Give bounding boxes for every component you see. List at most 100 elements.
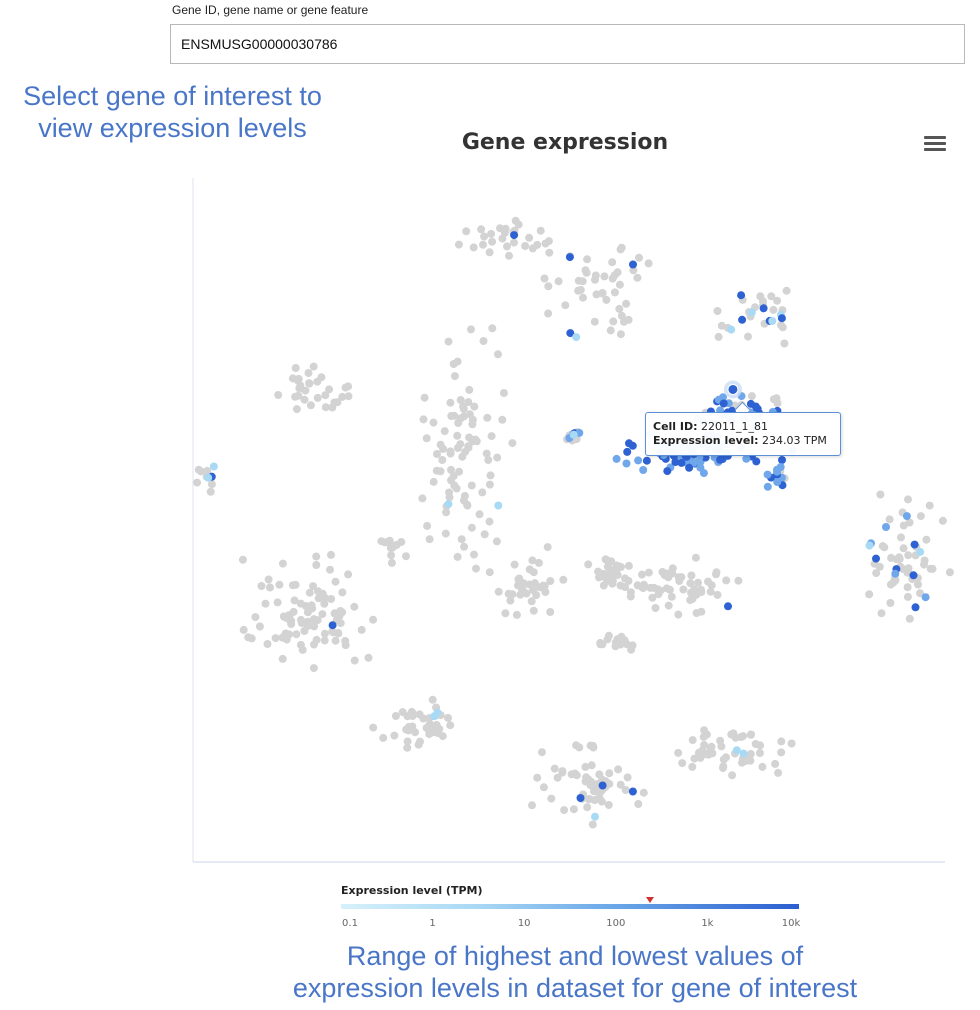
scatter-point[interactable] [415, 710, 424, 719]
scatter-point[interactable] [569, 430, 578, 439]
scatter-point[interactable] [472, 437, 481, 446]
scatter-point[interactable] [444, 500, 453, 509]
scatter-point[interactable] [625, 439, 633, 448]
scatter-point[interactable] [685, 463, 694, 472]
scatter-point[interactable] [328, 403, 337, 412]
scatter-point[interactable] [688, 736, 697, 745]
scatter-point[interactable] [575, 743, 584, 752]
scatter-point[interactable] [209, 462, 218, 471]
scatter-point[interactable] [403, 712, 412, 721]
scatter-point[interactable] [902, 512, 911, 521]
scatter-point[interactable] [432, 466, 441, 475]
scatter-point[interactable] [304, 369, 313, 377]
scatter-point[interactable] [596, 640, 605, 649]
scatter-point[interactable] [905, 614, 914, 623]
scatter-point[interactable] [455, 467, 464, 476]
scatter-point[interactable] [461, 447, 470, 456]
scatter-point[interactable] [325, 385, 334, 394]
scatter-point[interactable] [422, 434, 431, 443]
scatter-point[interactable] [716, 736, 725, 745]
scatter-point[interactable] [583, 255, 592, 264]
scatter-point[interactable] [303, 608, 312, 617]
scatter-point[interactable] [467, 481, 476, 490]
scatter-point[interactable] [777, 314, 786, 323]
scatter-point[interactable] [605, 779, 614, 788]
scatter-point[interactable] [514, 575, 523, 584]
scatter-point[interactable] [561, 301, 570, 310]
scatter-point[interactable] [922, 535, 931, 544]
scatter-point[interactable] [597, 797, 606, 806]
scatter-point[interactable] [633, 581, 642, 590]
scatter-point[interactable] [305, 379, 314, 388]
scatter-point[interactable] [313, 377, 322, 386]
hamburger-menu-icon[interactable] [924, 136, 946, 154]
scatter-point[interactable] [309, 664, 318, 673]
scatter-point[interactable] [547, 794, 556, 803]
scatter-point[interactable] [462, 227, 471, 236]
scatter-point[interactable] [759, 304, 768, 313]
scatter-point[interactable] [456, 396, 465, 404]
scatter-point[interactable] [541, 239, 550, 248]
scatter-point[interactable] [642, 456, 651, 465]
scatter-point[interactable] [387, 541, 396, 550]
scatter-point[interactable] [648, 593, 657, 602]
scatter-point[interactable] [306, 401, 315, 410]
scatter-point[interactable] [204, 473, 213, 482]
scatter-point[interactable] [719, 755, 728, 764]
scatter-point[interactable] [414, 740, 423, 749]
scatter-point[interactable] [928, 564, 937, 573]
scatter-point[interactable] [453, 431, 462, 440]
scatter-point[interactable] [782, 286, 791, 295]
scatter-point[interactable] [298, 645, 307, 654]
scatter-point[interactable] [595, 573, 603, 582]
scatter-point[interactable] [444, 337, 453, 346]
scatter-point[interactable] [326, 565, 334, 574]
scatter-point[interactable] [521, 242, 530, 250]
scatter-point[interactable] [475, 510, 484, 519]
scatter-point[interactable] [777, 748, 786, 757]
scatter-point[interactable] [281, 613, 290, 622]
scatter-point[interactable] [591, 812, 599, 821]
scatter-point[interactable] [623, 447, 632, 456]
scatter-point[interactable] [891, 569, 900, 578]
scatter-point[interactable] [880, 543, 889, 552]
scatter-point[interactable] [583, 803, 592, 812]
scatter-point[interactable] [468, 420, 477, 429]
scatter-point[interactable] [341, 383, 350, 392]
scatter-point[interactable] [591, 271, 600, 280]
scatter-point[interactable] [581, 762, 590, 771]
scatter-point[interactable] [493, 453, 502, 462]
scatter-point[interactable] [773, 296, 782, 305]
scatter-point[interactable] [498, 415, 507, 424]
scatter-point[interactable] [579, 293, 587, 302]
scatter-point[interactable] [584, 560, 593, 569]
scatter-point[interactable] [429, 418, 438, 427]
scatter-point[interactable] [612, 454, 621, 463]
scatter-point[interactable] [450, 481, 459, 490]
scatter-point[interactable] [439, 444, 448, 453]
scatter-point[interactable] [671, 458, 680, 466]
scatter-point[interactable] [719, 393, 727, 402]
scatter-point[interactable] [484, 456, 493, 464]
scatter-point[interactable] [621, 786, 630, 794]
scatter-point[interactable] [203, 466, 212, 475]
scatter-point[interactable] [722, 576, 731, 585]
scatter-point[interactable] [310, 622, 319, 631]
scatter-point[interactable] [903, 583, 912, 592]
scatter-point[interactable] [318, 610, 327, 619]
scatter-point[interactable] [459, 404, 468, 413]
scatter-point[interactable] [629, 260, 637, 269]
scatter-point[interactable] [297, 619, 306, 627]
scatter-point[interactable] [433, 708, 442, 717]
scatter-point[interactable] [572, 333, 581, 342]
scatter-point[interactable] [479, 240, 487, 249]
scatter-point[interactable] [909, 571, 918, 580]
scatter-point[interactable] [508, 439, 517, 448]
scatter-point[interactable] [565, 253, 574, 262]
scatter-point[interactable] [193, 478, 202, 487]
scatter-point[interactable] [391, 712, 400, 720]
scatter-point[interactable] [499, 389, 508, 397]
scatter-point[interactable] [675, 577, 684, 585]
scatter-point[interactable] [678, 759, 687, 768]
scatter-point[interactable] [291, 580, 300, 589]
